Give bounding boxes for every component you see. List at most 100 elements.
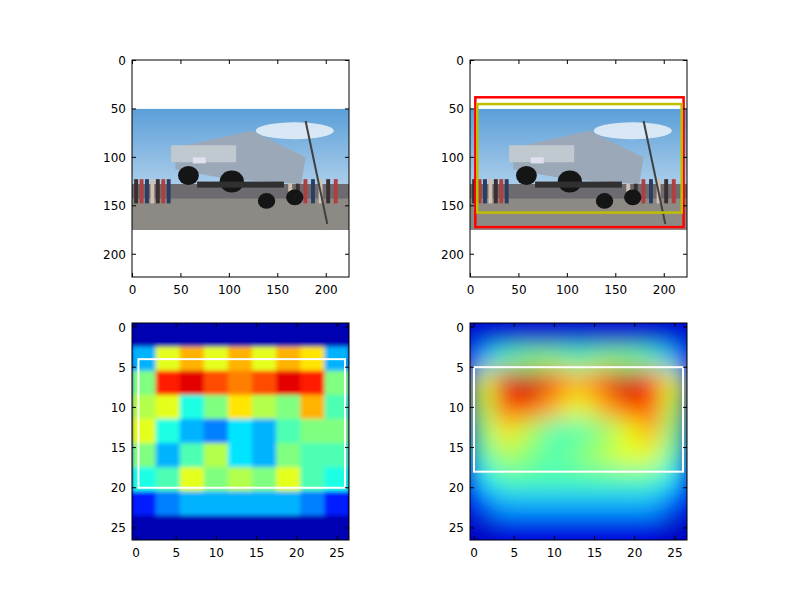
x-tick bbox=[514, 323, 515, 327]
heatmap-cell bbox=[180, 515, 205, 540]
y-tick bbox=[683, 367, 687, 368]
x-tick-label: 25 bbox=[329, 546, 344, 560]
y-tick-label: 100 bbox=[441, 151, 464, 165]
y-tick bbox=[345, 447, 349, 448]
heatmap-cell bbox=[156, 371, 181, 396]
heatmap-cell bbox=[566, 443, 591, 468]
heatmap-cell bbox=[638, 491, 663, 516]
heatmap-cell bbox=[204, 323, 229, 348]
heatmap-cell bbox=[590, 515, 615, 540]
y-tick bbox=[345, 157, 349, 158]
heatmap-cell bbox=[132, 491, 157, 516]
y-tick bbox=[345, 407, 349, 408]
y-tick bbox=[345, 367, 349, 368]
y-tick bbox=[132, 527, 136, 528]
heatmap-cell bbox=[300, 419, 325, 444]
heatmap-cell bbox=[180, 443, 205, 468]
heatmap-cell bbox=[276, 419, 301, 444]
x-tick bbox=[216, 323, 217, 327]
heatmap-cell bbox=[614, 371, 639, 396]
x-tick bbox=[296, 323, 297, 327]
x-tick bbox=[326, 60, 327, 64]
x-tick bbox=[277, 60, 278, 64]
heatmap-cell bbox=[590, 395, 615, 420]
y-tick bbox=[683, 108, 687, 109]
heatmap-cell bbox=[494, 323, 519, 348]
y-tick-label: 150 bbox=[103, 199, 126, 213]
heatmap-cell bbox=[494, 515, 519, 540]
y-tick-label: 200 bbox=[441, 248, 464, 262]
y-tick bbox=[470, 487, 474, 488]
heatmap-cell bbox=[662, 323, 687, 348]
heatmap-cell bbox=[156, 515, 181, 540]
background bbox=[0, 0, 800, 600]
axes-frame bbox=[470, 60, 687, 277]
x-tick-label: 0 bbox=[470, 546, 478, 560]
y-tick bbox=[132, 327, 136, 328]
heatmap-cell bbox=[590, 443, 615, 468]
y-tick bbox=[132, 407, 136, 408]
heatmap-cell bbox=[614, 515, 639, 540]
heatmap-cell bbox=[252, 491, 277, 516]
heatmap-cell bbox=[132, 395, 157, 420]
y-tick bbox=[683, 447, 687, 448]
y-tick bbox=[345, 327, 349, 328]
bounding-box bbox=[477, 104, 681, 213]
figure: 0501001502000501001502000501001502000501… bbox=[0, 0, 800, 600]
heatmap-cell bbox=[590, 371, 615, 396]
x-tick bbox=[256, 323, 257, 327]
x-tick bbox=[216, 536, 217, 540]
x-tick bbox=[336, 323, 337, 327]
y-tick bbox=[345, 60, 349, 61]
heatmap-cell bbox=[638, 419, 663, 444]
x-tick bbox=[336, 536, 337, 540]
heatmap-cell bbox=[638, 395, 663, 420]
heatmap-cell bbox=[542, 395, 567, 420]
heatmap-cell bbox=[470, 491, 495, 516]
x-tick bbox=[615, 273, 616, 277]
heatmap-cell bbox=[324, 515, 349, 540]
x-tick bbox=[518, 273, 519, 277]
x-tick bbox=[664, 273, 665, 277]
heatmap-cell bbox=[494, 371, 519, 396]
x-tick-label: 5 bbox=[172, 546, 180, 560]
heatmap-cell bbox=[252, 515, 277, 540]
heatmap-cell bbox=[566, 395, 591, 420]
y-tick bbox=[470, 205, 474, 206]
plot-area bbox=[470, 97, 687, 230]
heatmap-cell bbox=[518, 491, 543, 516]
heatmap-cell bbox=[156, 395, 181, 420]
heatmap-cell bbox=[324, 491, 349, 516]
heatmap-cell bbox=[228, 371, 253, 396]
heatmap-cell bbox=[252, 371, 277, 396]
y-tick bbox=[470, 407, 474, 408]
x-tick bbox=[518, 60, 519, 64]
y-tick-label: 0 bbox=[118, 321, 126, 335]
heatmap-cells bbox=[132, 323, 349, 540]
heatmap-cell bbox=[614, 443, 639, 468]
heatmap-cell bbox=[662, 491, 687, 516]
y-tick bbox=[470, 157, 474, 158]
x-tick-label: 150 bbox=[604, 283, 627, 297]
x-tick bbox=[229, 60, 230, 64]
x-tick-label: 15 bbox=[249, 546, 264, 560]
x-tick bbox=[514, 536, 515, 540]
x-tick-label: 200 bbox=[315, 283, 338, 297]
x-tick-label: 25 bbox=[667, 546, 682, 560]
heatmap-cells bbox=[470, 323, 687, 540]
x-tick bbox=[277, 273, 278, 277]
y-tick bbox=[470, 254, 474, 255]
x-tick bbox=[132, 273, 133, 277]
heatmap-cell bbox=[300, 395, 325, 420]
y-tick-label: 15 bbox=[449, 441, 464, 455]
y-tick-label: 20 bbox=[111, 481, 126, 495]
heatmap-cell bbox=[252, 395, 277, 420]
heatmap-cell bbox=[132, 515, 157, 540]
x-tick-label: 20 bbox=[289, 546, 304, 560]
bounding-box bbox=[138, 359, 345, 488]
x-tick bbox=[176, 323, 177, 327]
heatmap-cell bbox=[542, 491, 567, 516]
subplot: 050100150200050100150200 bbox=[103, 54, 349, 297]
bounding-box bbox=[474, 367, 683, 471]
heatmap-cell bbox=[494, 443, 519, 468]
